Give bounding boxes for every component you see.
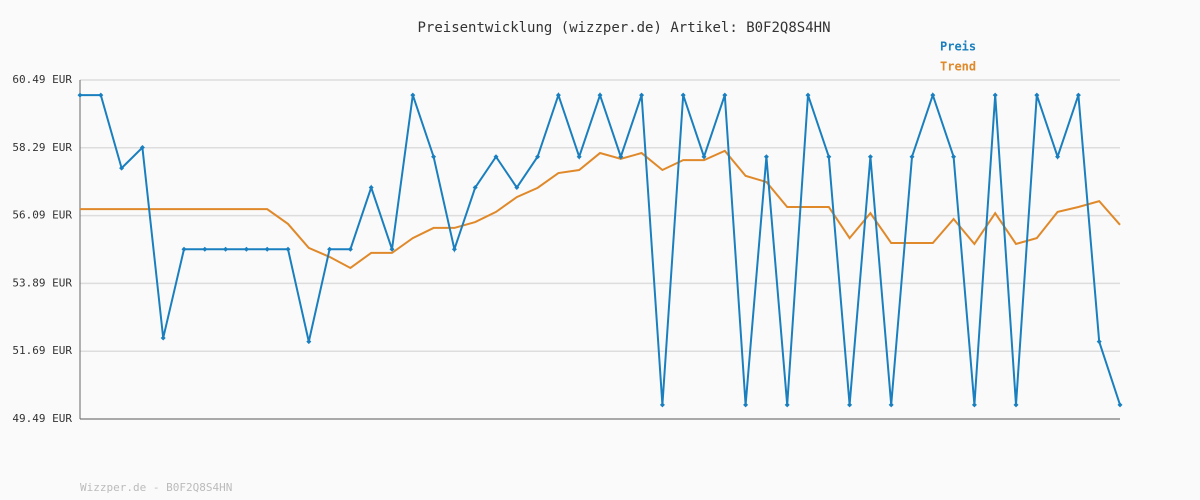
y-tick-label: 51.69 EUR — [12, 344, 72, 357]
point — [306, 339, 312, 345]
legend-label: Preis — [940, 40, 976, 54]
point — [722, 92, 728, 98]
point — [139, 144, 145, 150]
point — [431, 154, 437, 160]
line-series — [80, 149, 1121, 270]
point — [77, 92, 83, 98]
point — [1117, 402, 1123, 408]
point — [784, 402, 790, 408]
point — [930, 92, 936, 98]
point — [119, 165, 125, 171]
point — [576, 154, 582, 160]
point — [181, 246, 187, 252]
point — [264, 246, 270, 252]
point — [98, 92, 104, 98]
point — [1013, 402, 1019, 408]
point — [202, 246, 208, 252]
point — [1075, 92, 1081, 98]
point — [888, 402, 894, 408]
point — [826, 154, 832, 160]
point — [909, 154, 915, 160]
chart-title: Preisentwicklung (wizzper.de) Artikel: B… — [417, 20, 830, 36]
point — [160, 335, 166, 341]
point — [701, 154, 707, 160]
point — [618, 154, 624, 160]
point — [514, 185, 520, 191]
point — [743, 402, 749, 408]
point — [680, 92, 686, 98]
y-tick-label: 60.49 EUR — [12, 73, 72, 86]
point — [327, 246, 333, 252]
point — [639, 92, 645, 98]
point — [243, 246, 249, 252]
footer: Wizzper.de - B0F2Q8S4HN — [80, 481, 232, 494]
point — [493, 154, 499, 160]
legend-label: Trend — [940, 60, 976, 74]
point — [368, 185, 374, 191]
point — [285, 246, 291, 252]
y-tick-label: 56.09 EUR — [12, 209, 72, 222]
point — [847, 402, 853, 408]
y-tick-label: 53.89 EUR — [12, 276, 72, 289]
point — [1055, 154, 1061, 160]
point — [555, 92, 561, 98]
point — [472, 185, 478, 191]
point — [659, 402, 665, 408]
y-tick-label: 49.49 EUR — [12, 412, 72, 425]
point — [1034, 92, 1040, 98]
point — [535, 154, 541, 160]
point — [763, 154, 769, 160]
point — [867, 154, 873, 160]
point — [389, 246, 395, 252]
point — [951, 154, 957, 160]
point — [805, 92, 811, 98]
point — [597, 92, 603, 98]
point — [971, 402, 977, 408]
y-tick-label: 58.29 EUR — [12, 141, 72, 154]
point — [223, 246, 229, 252]
point — [451, 246, 457, 252]
point — [1096, 339, 1102, 345]
point — [992, 92, 998, 98]
point — [410, 92, 416, 98]
point — [347, 246, 353, 252]
